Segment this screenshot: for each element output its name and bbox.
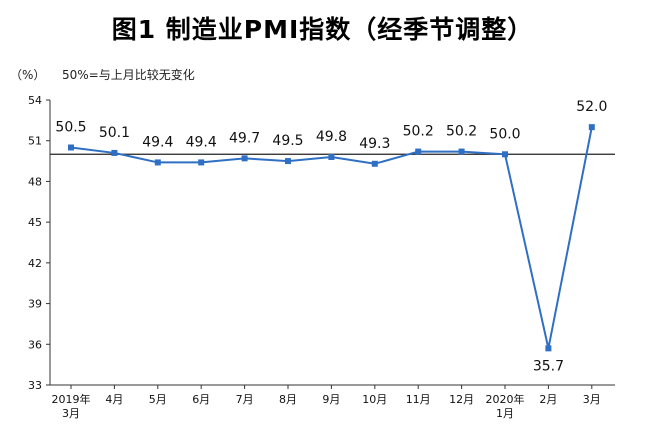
data-point bbox=[285, 158, 291, 165]
data-label: 50.2 bbox=[403, 124, 434, 140]
x-tick-label: 2019年 bbox=[52, 392, 91, 406]
data-label: 49.8 bbox=[316, 129, 347, 145]
y-tick-label: 33 bbox=[28, 379, 42, 392]
data-point bbox=[415, 148, 422, 155]
data-point bbox=[545, 345, 552, 352]
data-point bbox=[502, 151, 508, 158]
x-tick-label: 2020年 bbox=[486, 392, 525, 406]
data-point bbox=[111, 149, 118, 156]
data-label: 49.7 bbox=[229, 130, 260, 146]
x-tick-label: 10月 bbox=[362, 393, 387, 406]
data-point bbox=[328, 154, 335, 160]
data-label: 52.0 bbox=[576, 99, 607, 115]
data-label: 49.5 bbox=[272, 133, 303, 149]
data-label: 49.4 bbox=[186, 134, 217, 150]
data-label: 50.2 bbox=[446, 124, 477, 140]
x-tick-label: 9月 bbox=[322, 393, 340, 406]
data-point bbox=[458, 148, 465, 155]
data-label: 50.1 bbox=[99, 125, 130, 141]
y-tick-label: 45 bbox=[28, 216, 42, 229]
data-point bbox=[68, 144, 74, 151]
data-label: 49.4 bbox=[142, 134, 173, 150]
y-axis-ticks: 33 36 39 42 45 48 51 54 bbox=[28, 94, 50, 392]
y-tick-label: 42 bbox=[28, 257, 42, 270]
data-point bbox=[198, 159, 205, 166]
y-tick-label: 51 bbox=[28, 135, 42, 148]
x-tick-label: 1月 bbox=[496, 407, 514, 420]
y-tick-label: 48 bbox=[28, 175, 42, 188]
pmi-series-line bbox=[70, 126, 593, 349]
x-tick-label: 7月 bbox=[236, 393, 254, 406]
data-labels: 50.5 50.1 49.4 49.4 49.7 49.5 49.8 49.3 50.2 50.2… bbox=[55, 99, 607, 374]
data-label: 50.5 bbox=[55, 120, 86, 136]
data-point bbox=[371, 160, 378, 167]
chart-title: 图1 制造业PMI指数（经季节调整） bbox=[111, 15, 534, 44]
x-tick-label: 11月 bbox=[406, 393, 431, 406]
x-tick-label: 4月 bbox=[105, 393, 123, 406]
x-tick-label: 5月 bbox=[149, 393, 167, 406]
x-tick-label: 6月 bbox=[192, 393, 210, 406]
y-tick-label: 39 bbox=[28, 298, 42, 311]
x-tick-label: 8月 bbox=[279, 393, 297, 406]
x-tick-label: 3月 bbox=[583, 393, 601, 406]
data-point bbox=[241, 155, 248, 162]
y-tick-label: 36 bbox=[28, 338, 42, 351]
x-tick-label: 2月 bbox=[539, 393, 557, 406]
data-label: 49.3 bbox=[359, 136, 390, 152]
x-tick-label: 12月 bbox=[449, 393, 474, 406]
data-point bbox=[588, 124, 595, 131]
x-tick-label: 3月 bbox=[62, 407, 80, 420]
series-line bbox=[70, 126, 593, 349]
reference-note: 50%=与上月比较无变化 bbox=[62, 68, 195, 82]
y-tick-label: 54 bbox=[28, 94, 42, 107]
data-label: 50.0 bbox=[489, 126, 520, 142]
data-point bbox=[154, 159, 161, 166]
data-label: 35.7 bbox=[533, 358, 564, 374]
y-axis-unit: （%） bbox=[10, 68, 46, 82]
series-points bbox=[68, 124, 595, 352]
